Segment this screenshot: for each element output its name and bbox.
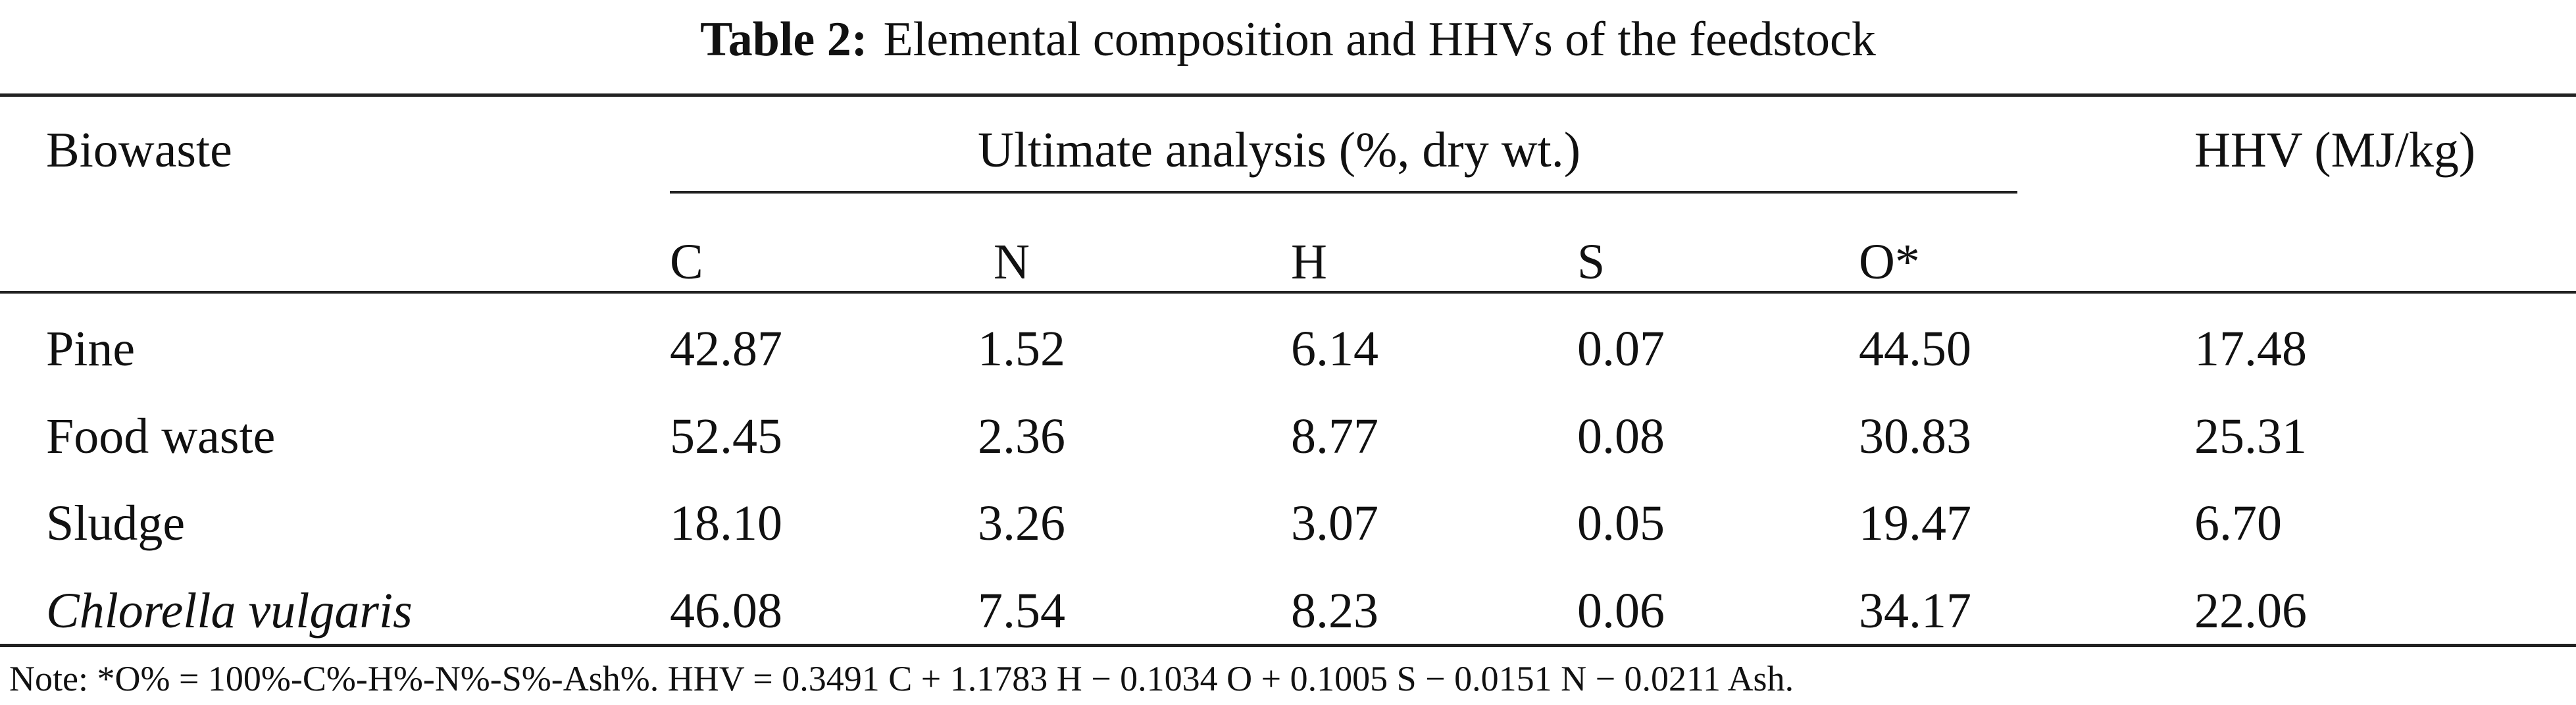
row-value: 3.26 — [978, 496, 1065, 551]
caption-text: Elemental composition and HHVs of the fe… — [883, 12, 1876, 66]
row-value: 7.54 — [978, 583, 1065, 639]
subheader-n: N — [994, 234, 1030, 290]
row-value: 34.17 — [1859, 583, 1971, 639]
table-top-rule — [0, 93, 2576, 97]
row-value: 18.10 — [670, 496, 782, 551]
table-bottom-rule — [0, 644, 2576, 647]
row-value: 0.05 — [1577, 496, 1665, 551]
row-value: 8.23 — [1291, 583, 1378, 639]
row-value: 6.14 — [1291, 321, 1378, 377]
row-value: 46.08 — [670, 583, 782, 639]
table-note: Note: *O% = 100%-C%-H%-N%-S%-Ash%. HHV =… — [9, 659, 1794, 698]
row-value: 19.47 — [1859, 496, 1971, 551]
subheader-o: O* — [1859, 234, 1920, 290]
header-bottom-rule — [0, 291, 2576, 294]
row-value: 17.48 — [2194, 321, 2307, 377]
row-value: 52.45 — [670, 409, 782, 464]
subheader-s: S — [1577, 234, 1605, 290]
table-row: Food waste 52.45 2.36 8.77 0.08 30.83 25.31 — [0, 411, 2576, 490]
row-value: 22.06 — [2194, 583, 2307, 639]
row-value: 8.77 — [1291, 409, 1378, 464]
header-ultimate-analysis: Ultimate analysis (%, dry wt.) — [978, 122, 1581, 178]
row-value: 6.70 — [2194, 496, 2282, 551]
caption-label: Table 2: — [700, 12, 868, 66]
row-value: 0.07 — [1577, 321, 1665, 377]
table-row: Sludge 18.10 3.26 3.07 0.05 19.47 6.70 — [0, 498, 2576, 577]
subheader-h: H — [1291, 234, 1327, 290]
row-name: Pine — [46, 321, 136, 377]
header-hhv: HHV (MJ/kg) — [2194, 122, 2476, 178]
row-value: 42.87 — [670, 321, 782, 377]
table-caption: Table 2: Elemental composition and HHVs … — [0, 0, 2576, 79]
table-row: Pine 42.87 1.52 6.14 0.07 44.50 17.48 — [0, 324, 2576, 403]
header-biowaste: Biowaste — [46, 122, 232, 178]
subheader-c: C — [670, 234, 703, 290]
row-value: 25.31 — [2194, 409, 2307, 464]
row-value: 30.83 — [1859, 409, 1971, 464]
row-name: Food waste — [46, 409, 276, 464]
row-value: 3.07 — [1291, 496, 1378, 551]
row-value: 0.08 — [1577, 409, 1665, 464]
row-value: 44.50 — [1859, 321, 1971, 377]
row-name: Chlorella vulgaris — [46, 583, 413, 639]
row-name: Sludge — [46, 496, 186, 551]
row-value: 1.52 — [978, 321, 1065, 377]
table-row: Chlorella vulgaris 46.08 7.54 8.23 0.06 34.17… — [0, 586, 2576, 665]
header-span-rule — [670, 191, 2017, 194]
row-value: 2.36 — [978, 409, 1065, 464]
row-value: 0.06 — [1577, 583, 1665, 639]
